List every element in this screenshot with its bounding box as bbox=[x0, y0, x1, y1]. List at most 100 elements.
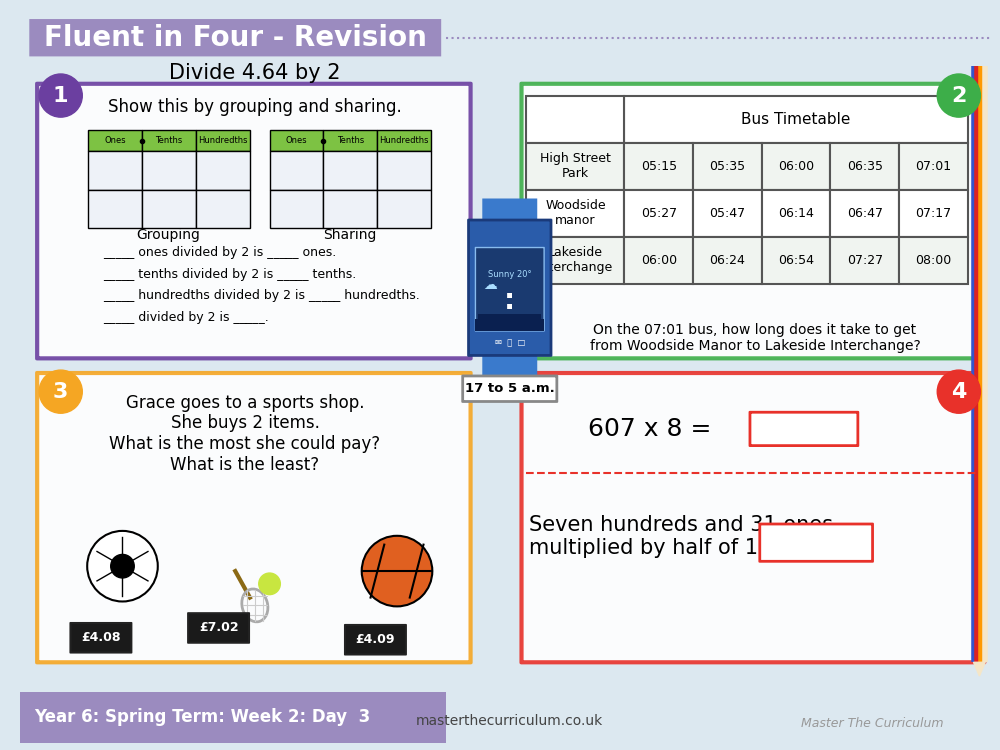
Polygon shape bbox=[974, 662, 985, 676]
Bar bbox=[830, 190, 899, 237]
Text: Bus Timetable: Bus Timetable bbox=[741, 112, 851, 127]
Text: 3: 3 bbox=[53, 382, 68, 402]
Bar bbox=[88, 152, 142, 190]
Circle shape bbox=[87, 531, 158, 602]
Text: Show this by grouping and sharing.: Show this by grouping and sharing. bbox=[108, 98, 402, 116]
FancyBboxPatch shape bbox=[188, 614, 249, 643]
Text: _____ divided by 2 is _____.: _____ divided by 2 is _____. bbox=[103, 310, 269, 324]
Text: £7.02: £7.02 bbox=[199, 622, 238, 634]
Circle shape bbox=[937, 370, 980, 413]
Text: Master The Curriculum: Master The Curriculum bbox=[801, 716, 944, 730]
Text: _____ tenths divided by 2 is _____ tenths.: _____ tenths divided by 2 is _____ tenth… bbox=[103, 268, 356, 280]
Bar bbox=[899, 142, 968, 190]
Text: _____ hundredths divided by 2 is _____ hundredths.: _____ hundredths divided by 2 is _____ h… bbox=[103, 289, 420, 302]
FancyBboxPatch shape bbox=[463, 376, 557, 401]
Bar bbox=[270, 152, 323, 190]
Bar bbox=[478, 314, 541, 328]
Text: Ones: Ones bbox=[104, 136, 126, 146]
Text: Ones: Ones bbox=[286, 136, 307, 146]
Bar bbox=[142, 130, 196, 152]
Text: 07:01: 07:01 bbox=[915, 160, 951, 172]
Bar bbox=[377, 130, 431, 152]
Text: Year 6: Spring Term: Week 2: Day  3: Year 6: Spring Term: Week 2: Day 3 bbox=[34, 708, 370, 726]
Bar bbox=[526, 237, 624, 284]
Bar bbox=[624, 142, 693, 190]
Bar bbox=[830, 142, 899, 190]
Circle shape bbox=[39, 370, 82, 413]
Bar bbox=[693, 237, 762, 284]
Bar bbox=[693, 190, 762, 237]
Text: 05:27: 05:27 bbox=[641, 207, 677, 220]
Text: Grace goes to a sports shop.
She buys 2 items.
What is the most she could pay?
W: Grace goes to a sports shop. She buys 2 … bbox=[109, 394, 381, 474]
Text: 4: 4 bbox=[951, 382, 967, 402]
Text: Sharing: Sharing bbox=[323, 228, 377, 242]
Bar bbox=[377, 152, 431, 190]
FancyBboxPatch shape bbox=[37, 84, 471, 358]
Text: Tenths: Tenths bbox=[337, 136, 364, 146]
Bar bbox=[624, 95, 968, 142]
Text: Tenths: Tenths bbox=[155, 136, 183, 146]
FancyBboxPatch shape bbox=[70, 623, 131, 652]
FancyBboxPatch shape bbox=[760, 524, 873, 561]
Text: _____ ones divided by 2 is _____ ones.: _____ ones divided by 2 is _____ ones. bbox=[103, 246, 336, 259]
Bar bbox=[88, 130, 142, 152]
Bar bbox=[526, 190, 624, 237]
Bar bbox=[830, 237, 899, 284]
Circle shape bbox=[39, 74, 82, 117]
Text: 607 x 8 =: 607 x 8 = bbox=[588, 417, 712, 441]
Text: ☁: ☁ bbox=[483, 278, 497, 292]
Text: 05:15: 05:15 bbox=[641, 160, 677, 172]
Bar bbox=[899, 190, 968, 237]
Text: 2: 2 bbox=[951, 86, 967, 106]
Bar bbox=[142, 190, 196, 228]
Bar bbox=[624, 190, 693, 237]
Bar bbox=[88, 190, 142, 228]
Text: :: : bbox=[504, 287, 515, 316]
FancyBboxPatch shape bbox=[345, 625, 406, 655]
Text: 08:00: 08:00 bbox=[915, 254, 951, 267]
FancyBboxPatch shape bbox=[469, 220, 551, 356]
FancyBboxPatch shape bbox=[482, 199, 537, 223]
Bar bbox=[196, 130, 250, 152]
Text: Seven hundreds and 31 ones
multiplied by half of 18 =: Seven hundreds and 31 ones multiplied by… bbox=[529, 515, 833, 559]
Text: 06:35: 06:35 bbox=[847, 160, 883, 172]
Bar bbox=[377, 190, 431, 228]
Text: 06:00: 06:00 bbox=[778, 160, 814, 172]
Bar bbox=[762, 190, 830, 237]
Text: Lakeside
Interchange: Lakeside Interchange bbox=[538, 246, 613, 274]
Bar bbox=[762, 142, 830, 190]
FancyBboxPatch shape bbox=[750, 413, 858, 446]
FancyBboxPatch shape bbox=[522, 84, 984, 358]
Text: Grouping: Grouping bbox=[137, 228, 201, 242]
Text: 06:14: 06:14 bbox=[778, 207, 814, 220]
Bar bbox=[20, 692, 446, 742]
Circle shape bbox=[362, 536, 432, 607]
Bar bbox=[762, 237, 830, 284]
Bar bbox=[142, 152, 196, 190]
Bar bbox=[899, 237, 968, 284]
Text: Hundredths: Hundredths bbox=[380, 136, 429, 146]
Bar bbox=[323, 130, 377, 152]
Text: Hundredths: Hundredths bbox=[198, 136, 248, 146]
Text: Fluent in Four - Revision: Fluent in Four - Revision bbox=[44, 24, 427, 52]
Bar bbox=[196, 190, 250, 228]
Text: 06:00: 06:00 bbox=[641, 254, 677, 267]
FancyBboxPatch shape bbox=[475, 248, 544, 331]
Text: On the 07:01 bus, how long does it take to get
from Woodside Manor to Lakeside I: On the 07:01 bus, how long does it take … bbox=[590, 322, 920, 352]
Circle shape bbox=[937, 74, 980, 117]
FancyBboxPatch shape bbox=[29, 19, 441, 56]
FancyBboxPatch shape bbox=[522, 373, 984, 662]
Text: Woodside
manor: Woodside manor bbox=[545, 200, 606, 227]
Bar bbox=[693, 142, 762, 190]
FancyBboxPatch shape bbox=[482, 352, 537, 380]
Bar bbox=[323, 190, 377, 228]
Bar bbox=[196, 152, 250, 190]
Text: 06:47: 06:47 bbox=[847, 207, 883, 220]
Bar bbox=[624, 237, 693, 284]
Bar bbox=[270, 130, 323, 152]
Bar bbox=[526, 95, 624, 142]
Bar bbox=[270, 190, 323, 228]
Bar bbox=[475, 319, 544, 331]
Text: 07:27: 07:27 bbox=[847, 254, 883, 267]
Bar bbox=[526, 142, 624, 190]
